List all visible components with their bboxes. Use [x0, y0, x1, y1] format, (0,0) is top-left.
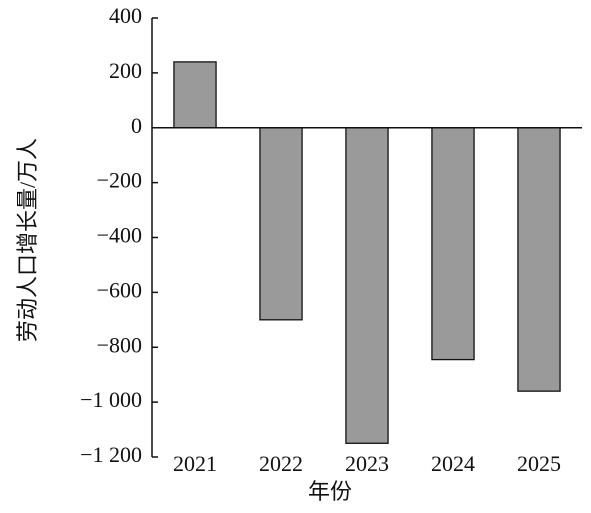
bar	[173, 61, 217, 129]
y-tick-label: −1 000	[80, 387, 142, 412]
bar	[431, 127, 475, 361]
bar	[345, 127, 389, 444]
y-tick-label: −600	[97, 277, 142, 302]
bar	[517, 127, 561, 392]
x-axis-title: 年份	[308, 479, 352, 504]
x-tick-label: 2025	[517, 451, 561, 476]
y-tick-label: −200	[97, 168, 142, 193]
y-tick-label: 200	[109, 58, 142, 83]
y-tick-label: 0	[131, 113, 142, 138]
x-tick-label: 2023	[345, 451, 389, 476]
x-tick-label: 2022	[259, 451, 303, 476]
y-tick-label: −800	[97, 332, 142, 357]
x-tick-label: 2021	[173, 451, 217, 476]
x-tick-label: 2024	[431, 451, 475, 476]
y-tick-label: 400	[109, 3, 142, 28]
y-tick-label: −400	[97, 223, 142, 248]
bar	[259, 127, 303, 321]
y-axis-title: 劳动人口增长量/万人	[15, 138, 40, 342]
y-tick-label: −1 200	[80, 442, 142, 467]
